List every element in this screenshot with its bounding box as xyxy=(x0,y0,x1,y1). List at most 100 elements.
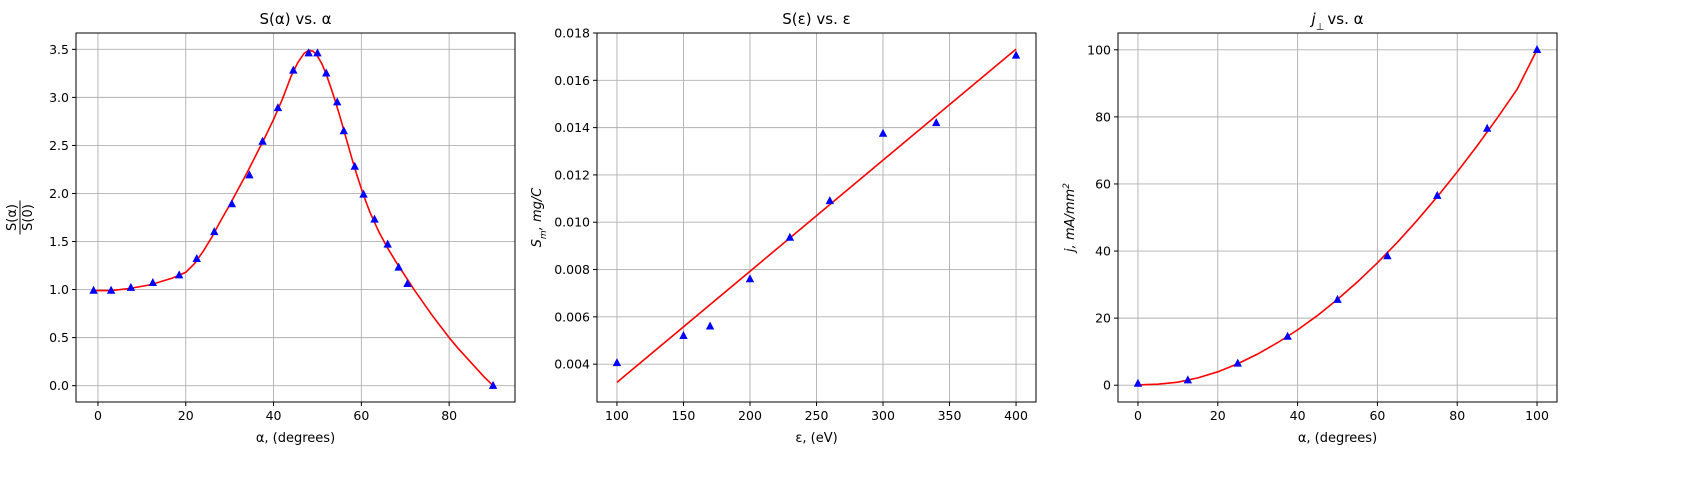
x-tick-label: 40 xyxy=(1290,408,1306,423)
x-tick-label: 350 xyxy=(938,408,962,423)
y-tick-label: 100 xyxy=(1087,42,1111,57)
y-tick-label: 0.004 xyxy=(554,357,590,372)
fit-curve xyxy=(616,48,1017,383)
data-point xyxy=(1233,358,1242,367)
data-point xyxy=(1133,378,1143,387)
data-point xyxy=(1283,331,1292,340)
chart-title: S(α) vs. α xyxy=(260,10,332,28)
x-axis-label: α, (degrees) xyxy=(1298,431,1377,446)
y-tick-label: 60 xyxy=(1095,176,1111,191)
y-tick-label: 0.016 xyxy=(554,73,590,88)
x-axis-label: α, (degrees) xyxy=(256,431,335,446)
x-tick-label: 20 xyxy=(178,408,194,423)
data-point xyxy=(1011,50,1021,59)
data-point xyxy=(89,285,98,294)
data-point xyxy=(394,262,403,271)
data-point xyxy=(359,189,368,198)
x-tick-label: 200 xyxy=(738,408,762,423)
y-tick-label: 0.0 xyxy=(49,378,69,393)
y-tick-label: 0.014 xyxy=(554,120,590,135)
data-point xyxy=(289,65,298,74)
data-point xyxy=(273,103,283,112)
y-tick-label: 0.006 xyxy=(554,309,590,324)
x-tick-label: 0 xyxy=(94,408,102,423)
x-tick-label: 150 xyxy=(672,408,696,423)
y-tick-label: 0.5 xyxy=(49,330,69,345)
data-point xyxy=(383,239,392,248)
data-point xyxy=(1433,190,1442,199)
axes-frame xyxy=(1117,32,1558,403)
plot-area xyxy=(76,33,515,402)
y-tick-label: 0.018 xyxy=(554,26,590,41)
data-point xyxy=(304,48,313,57)
y-axis-label-denominator: S(0) xyxy=(21,204,36,231)
x-tick-label: 100 xyxy=(1525,408,1549,423)
data-point xyxy=(825,196,834,205)
y-tick-label: 0.010 xyxy=(554,215,590,230)
data-point xyxy=(339,126,348,135)
data-point xyxy=(322,68,331,77)
chart-title: j⊥ vs. α xyxy=(1309,10,1363,33)
data-point xyxy=(679,330,688,339)
x-tick-label: 300 xyxy=(871,408,895,423)
x-tick-label: 250 xyxy=(805,408,829,423)
chart-panel-3: 0 20 40 60 80 100 0 20 40 60 80 100 j⊥ vs. α α, (degre… xyxy=(1062,10,1558,446)
data-point xyxy=(878,128,888,137)
chart-title: S(ε) vs. ε xyxy=(782,10,850,28)
y-tick-label: 1.0 xyxy=(49,282,69,297)
x-tick-label: 400 xyxy=(1004,408,1028,423)
data-point xyxy=(785,232,795,241)
y-tick-label: 0 xyxy=(1103,378,1111,393)
y-axis-label: Sm, mg/C xyxy=(530,187,549,248)
data-point xyxy=(350,161,359,170)
chart-panel-2: 100 150 200 250 300 350 400 0.004 0.006 0.008 0.01… xyxy=(530,10,1037,446)
y-tick-label: 20 xyxy=(1095,311,1111,326)
data-point xyxy=(705,321,715,330)
data-point xyxy=(403,279,412,287)
data-point xyxy=(333,97,342,106)
y-tick-label: 3.0 xyxy=(49,90,69,105)
y-tick-label: 40 xyxy=(1095,244,1111,259)
y-tick-label: 3.5 xyxy=(49,42,69,57)
data-point xyxy=(313,48,322,57)
x-tick-label: 0 xyxy=(1134,408,1142,423)
data-point xyxy=(174,270,184,279)
data-point xyxy=(1482,123,1492,132)
x-tick-label: 100 xyxy=(605,408,629,423)
data-point xyxy=(1183,375,1193,384)
y-tick-label: 80 xyxy=(1095,109,1111,124)
data-point xyxy=(1333,294,1342,303)
data-point xyxy=(210,227,219,236)
data-point xyxy=(245,170,254,179)
x-tick-label: 40 xyxy=(266,408,282,423)
y-axis-label-numerator: S(α) xyxy=(5,204,20,231)
data-point xyxy=(192,254,201,263)
y-tick-label: 2.0 xyxy=(49,186,69,201)
axes-frame xyxy=(75,32,516,403)
data-point xyxy=(1532,44,1542,53)
y-tick-label: 1.5 xyxy=(49,234,69,249)
data-point xyxy=(488,380,498,389)
y-axis-label: j, mA/mm2 xyxy=(1062,183,1078,254)
data-point xyxy=(1383,251,1392,260)
data-point xyxy=(227,199,237,208)
y-axis-label: S(α) S(0) xyxy=(5,200,36,235)
y-tick-label: 0.012 xyxy=(554,167,590,182)
chart-panel-1: 0 20 40 60 80 0.0 0.5 1.0 1.5 2.0 2.5 3.0 3.5 S(α) vs… xyxy=(5,10,516,446)
data-point xyxy=(126,282,136,291)
axes-frame xyxy=(596,32,1037,403)
data-point xyxy=(745,274,755,283)
data-point xyxy=(932,118,941,127)
x-axis-label: ε, (eV) xyxy=(795,431,837,446)
data-point xyxy=(106,285,116,294)
data-point xyxy=(370,214,379,223)
x-tick-label: 60 xyxy=(1369,408,1385,423)
plot-area xyxy=(1118,33,1557,402)
x-tick-label: 80 xyxy=(1449,408,1465,423)
data-point xyxy=(612,358,622,367)
y-tick-label: 0.008 xyxy=(554,262,590,277)
x-tick-label: 60 xyxy=(353,408,369,423)
x-tick-label: 80 xyxy=(441,408,457,423)
y-tick-label: 2.5 xyxy=(49,138,69,153)
